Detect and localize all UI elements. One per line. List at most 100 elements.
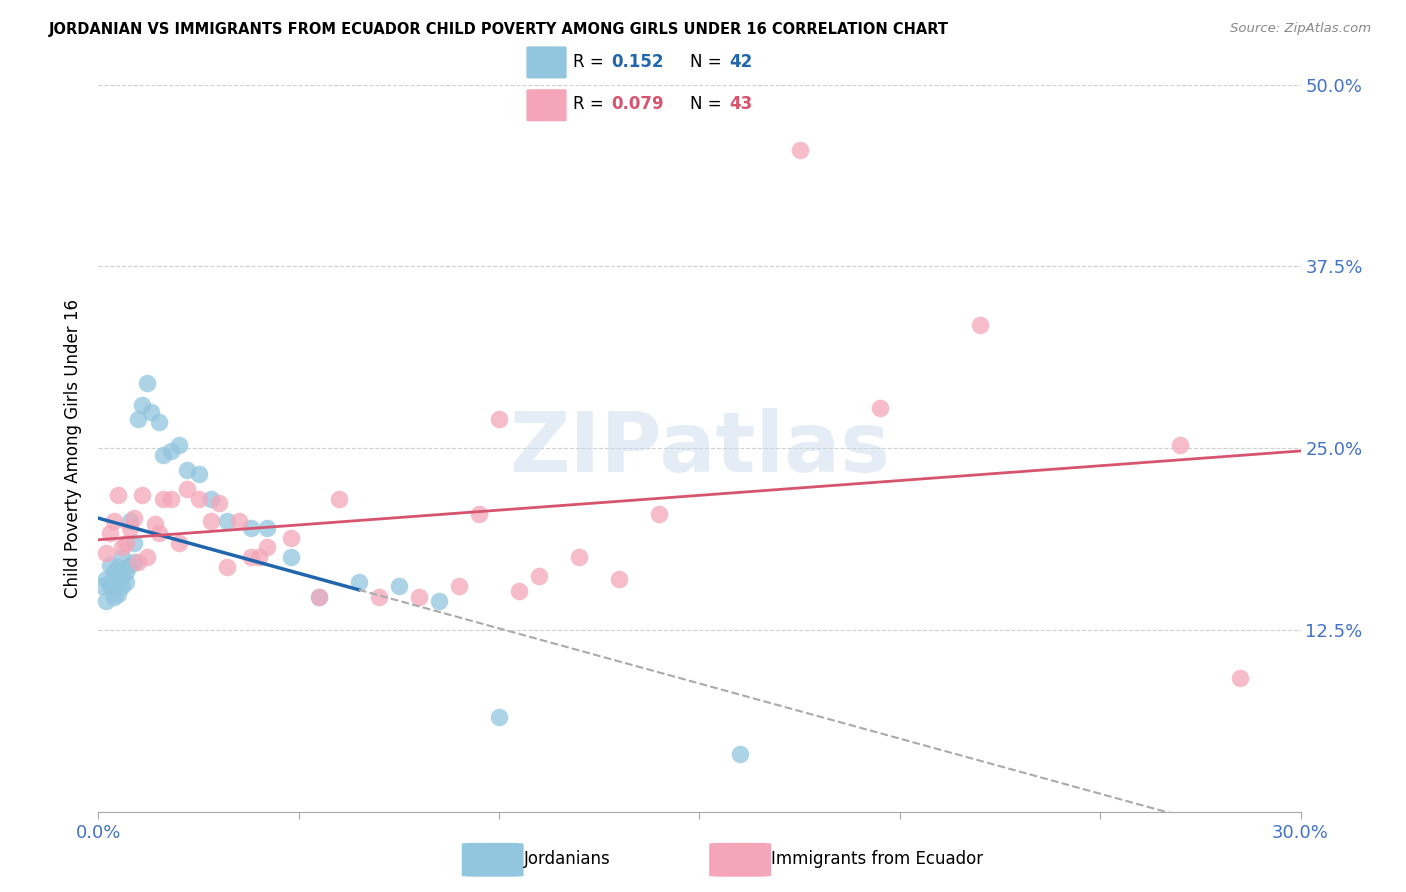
Text: 0.152: 0.152 [612,54,664,71]
Point [508,583,530,598]
Y-axis label: Child Poverty Among Girls Under 16: Child Poverty Among Girls Under 16 [65,299,83,598]
Point [91,579,114,593]
FancyBboxPatch shape [709,843,770,877]
Point [103,590,125,604]
Point [280,532,302,546]
Point [100,579,122,593]
Point [148,525,170,540]
Point [239,550,262,565]
Point [148,415,170,429]
Text: ZIPatlas: ZIPatlas [509,408,890,489]
Point [111,550,134,565]
Text: 42: 42 [728,54,752,71]
Point [167,438,190,452]
Point [131,398,153,412]
Text: 43: 43 [728,95,752,113]
Point [120,558,142,572]
Point [100,525,122,540]
Point [115,565,138,579]
Point [488,710,510,724]
Point [215,560,238,574]
Point [368,590,391,604]
Point [115,574,138,589]
Point [135,550,157,565]
Point [103,579,125,593]
Point [96,594,118,608]
Point [111,540,134,554]
Point [115,535,138,549]
Point [427,594,450,608]
Point [131,488,153,502]
Point [176,482,198,496]
Point [648,507,671,521]
Point [159,444,181,458]
Point [447,579,470,593]
Point [107,488,129,502]
Point [128,412,150,426]
Point [200,514,222,528]
Point [529,569,551,583]
Point [256,540,278,554]
Text: Source: ZipAtlas.com: Source: ZipAtlas.com [1230,22,1371,36]
Point [120,521,142,535]
Text: JORDANIAN VS IMMIGRANTS FROM ECUADOR CHILD POVERTY AMONG GIRLS UNDER 16 CORRELAT: JORDANIAN VS IMMIGRANTS FROM ECUADOR CHI… [49,22,949,37]
Point [200,492,222,507]
Point [143,516,166,531]
Point [96,546,118,560]
Point [139,405,162,419]
Point [167,535,190,549]
Point [1229,671,1251,685]
Point [152,492,174,507]
Point [308,590,330,604]
Point [789,143,811,157]
Point [176,463,198,477]
Text: R =: R = [572,54,609,71]
Point [96,572,118,586]
Point [103,514,125,528]
Point [869,401,891,415]
Point [609,572,631,586]
Point [187,467,209,482]
Point [128,555,150,569]
Point [568,550,591,565]
Point [468,507,491,521]
Point [488,412,510,426]
Point [100,558,122,572]
Point [107,560,129,574]
Point [107,587,129,601]
Point [100,574,122,589]
Point [124,511,146,525]
Text: 0.079: 0.079 [612,95,664,113]
Point [135,376,157,390]
Point [228,514,250,528]
Point [187,492,209,507]
Point [120,514,142,528]
Text: N =: N = [690,95,727,113]
Point [107,569,129,583]
Point [111,569,134,583]
FancyBboxPatch shape [526,89,567,121]
Point [308,590,330,604]
Point [159,492,181,507]
Point [247,550,270,565]
Point [152,449,174,463]
Point [328,492,350,507]
Point [239,521,262,535]
Point [347,574,370,589]
Point [1170,438,1192,452]
Point [388,579,411,593]
Text: Immigrants from Ecuador: Immigrants from Ecuador [770,849,983,868]
Point [103,565,125,579]
FancyBboxPatch shape [461,843,523,877]
Point [124,555,146,569]
Point [256,521,278,535]
Point [280,550,302,565]
Point [728,747,751,761]
FancyBboxPatch shape [526,46,567,78]
Point [408,590,430,604]
Point [208,496,231,510]
Text: N =: N = [690,54,727,71]
Point [124,535,146,549]
Point [111,579,134,593]
Text: Jordanians: Jordanians [523,849,610,868]
